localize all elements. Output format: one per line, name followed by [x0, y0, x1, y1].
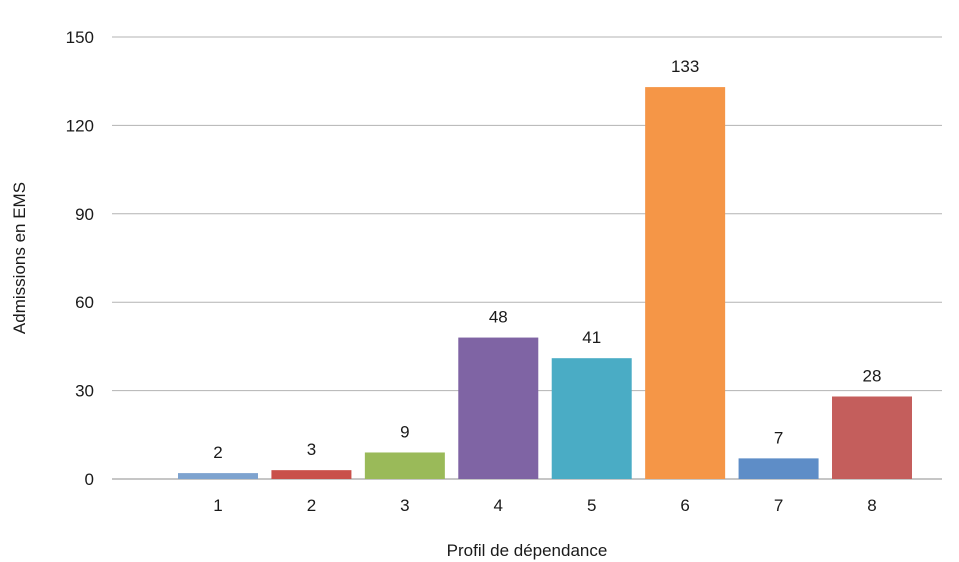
- bar-profil-5: [551, 358, 632, 479]
- bar-profil-7: [738, 458, 819, 479]
- y-tick-label: 150: [66, 28, 94, 47]
- y-tick-label: 60: [75, 293, 94, 312]
- x-tick-label: 4: [494, 496, 503, 515]
- data-label: 3: [307, 440, 316, 459]
- x-axis-ticks: 1 2 3 4 5 6 7 8: [213, 496, 876, 515]
- data-label: 2: [213, 443, 222, 462]
- y-tick-label: 90: [75, 205, 94, 224]
- y-tick-label: 120: [66, 116, 94, 135]
- data-labels: 2 3 9 48 41 133 7 28: [213, 57, 881, 462]
- y-axis-ticks: 0 30 60 90 120 150: [66, 28, 94, 489]
- x-tick-label: 5: [587, 496, 596, 515]
- x-tick-label: 1: [213, 496, 222, 515]
- bar-profil-4: [458, 337, 539, 479]
- y-tick-label: 0: [85, 470, 94, 489]
- bars: [178, 87, 912, 480]
- y-tick-label: 30: [75, 382, 94, 401]
- bar-profil-3: [364, 452, 445, 479]
- data-label: 48: [489, 308, 508, 327]
- x-tick-label: 3: [400, 496, 409, 515]
- x-axis-title: Profil de dépendance: [447, 541, 608, 560]
- bar-profil-1: [178, 473, 258, 479]
- data-label: 133: [671, 57, 699, 76]
- x-tick-label: 7: [774, 496, 783, 515]
- y-axis-title: Admissions en EMS: [10, 182, 29, 334]
- data-label: 28: [863, 366, 882, 385]
- x-tick-label: 6: [680, 496, 689, 515]
- bar-profil-8: [832, 396, 912, 479]
- bar-profil-2: [271, 470, 352, 479]
- x-tick-label: 8: [867, 496, 876, 515]
- data-label: 41: [582, 328, 601, 347]
- x-tick-label: 2: [307, 496, 316, 515]
- bar-profil-6: [645, 87, 726, 480]
- data-label: 9: [400, 422, 409, 441]
- data-label: 7: [774, 428, 783, 447]
